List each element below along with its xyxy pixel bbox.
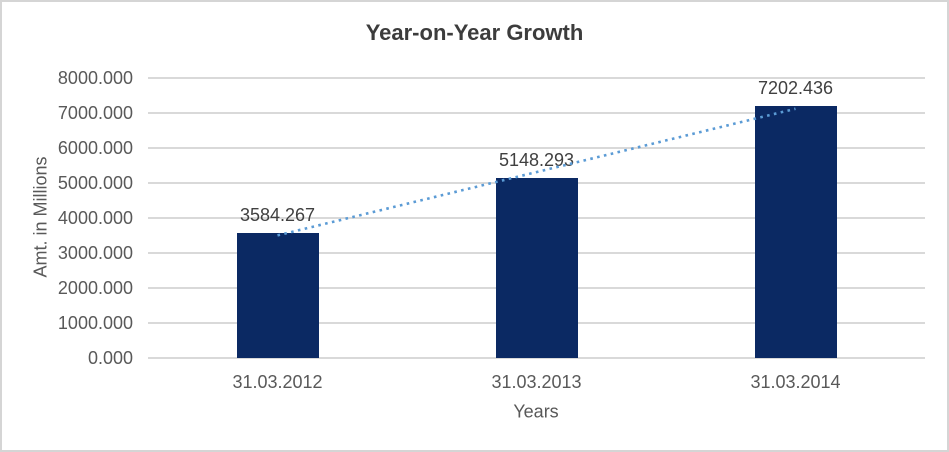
bar-31.03.2013 xyxy=(495,177,578,358)
gridline xyxy=(148,77,925,79)
data-label: 5148.293 xyxy=(498,149,575,170)
y-axis-tick-label: 7000.000 xyxy=(57,103,133,123)
gridline xyxy=(148,357,925,359)
y-axis-tick-label: 5000.000 xyxy=(57,173,133,193)
bar-31.03.2012 xyxy=(236,232,319,358)
y-axis-tick-label: 0.000 xyxy=(87,348,133,368)
y-axis-tick-label: 3000.000 xyxy=(57,243,133,263)
chart-title: Year-on-Year Growth xyxy=(365,20,584,45)
y-axis-tick-label: 6000.000 xyxy=(57,138,133,158)
x-axis-title: Years xyxy=(513,401,559,422)
y-axis-tick-label: 1000.000 xyxy=(57,313,133,333)
x-axis-tick-label: 31.03.2014 xyxy=(750,372,841,392)
y-axis-tick-label: 8000.000 xyxy=(57,68,133,88)
x-axis-tick-label: 31.03.2012 xyxy=(232,372,323,392)
data-label: 7202.436 xyxy=(757,77,834,98)
data-label: 3584.267 xyxy=(239,204,316,225)
y-axis-tick-label: 4000.000 xyxy=(57,208,133,228)
x-axis-tick-label: 31.03.2013 xyxy=(491,372,582,392)
bar-31.03.2014 xyxy=(754,105,837,358)
y-axis-tick-label: 2000.000 xyxy=(57,278,133,298)
